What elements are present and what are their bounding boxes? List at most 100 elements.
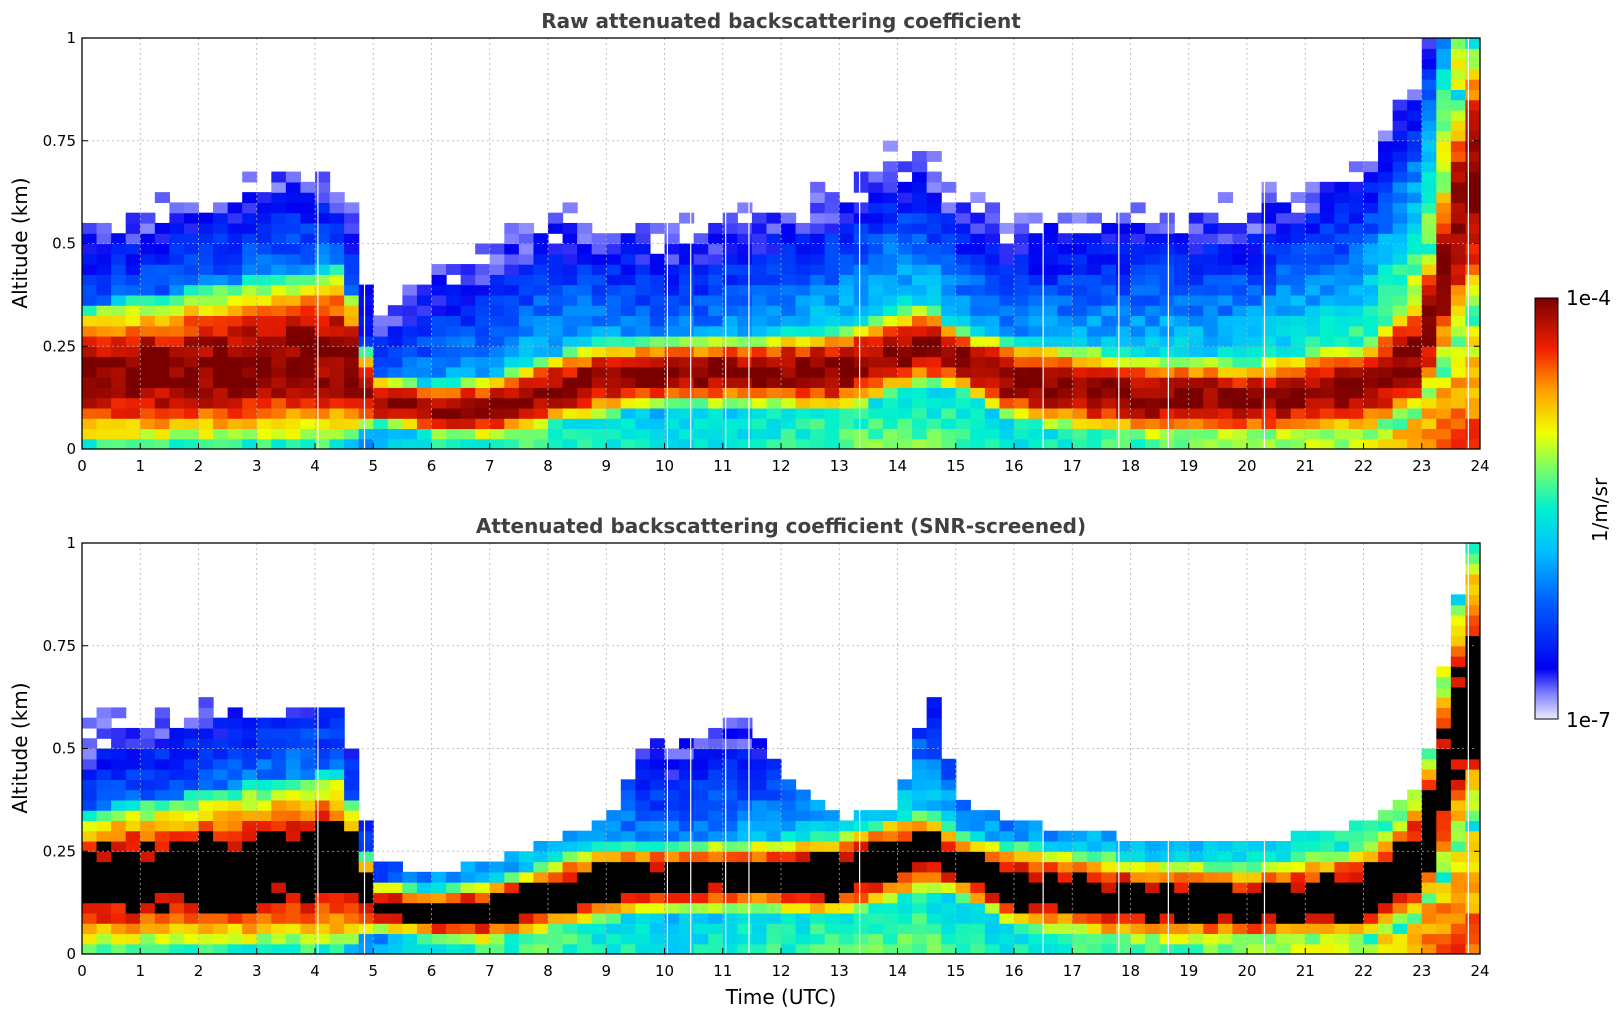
heatmap-cell <box>722 902 738 914</box>
heatmap-cell <box>111 305 127 317</box>
heatmap-cell <box>766 325 782 337</box>
heatmap-cell <box>183 428 200 440</box>
heatmap-cell <box>1101 851 1117 863</box>
heatmap-cell <box>227 253 243 265</box>
heatmap-cell <box>664 902 680 914</box>
heatmap-cell <box>82 779 98 791</box>
heatmap-cell <box>242 789 258 801</box>
heatmap-cell <box>693 943 709 954</box>
heatmap-cell <box>125 325 141 337</box>
heatmap-cell <box>795 346 811 358</box>
heatmap-cell <box>766 779 782 791</box>
heatmap-cell <box>271 810 287 822</box>
heatmap-cell <box>970 264 986 275</box>
heatmap-cell <box>693 418 709 430</box>
heatmap-cell <box>1392 830 1408 842</box>
heatmap-cell <box>1247 387 1263 399</box>
heatmap-cell <box>737 727 753 739</box>
heatmap-cell <box>693 294 709 306</box>
heatmap-cell <box>737 840 753 852</box>
heatmap-cell <box>1436 387 1452 399</box>
heatmap-cell <box>970 933 986 945</box>
heatmap-cell <box>1421 58 1437 70</box>
heatmap-cell <box>329 346 345 358</box>
heatmap-cell <box>781 366 797 378</box>
heatmap-cell <box>591 335 607 347</box>
heatmap-cell <box>1363 851 1379 863</box>
heatmap-cell <box>446 315 462 327</box>
heatmap-cell <box>358 892 374 904</box>
heatmap-cell <box>722 274 738 286</box>
heatmap-cell <box>416 397 433 409</box>
heatmap-cell <box>766 407 782 419</box>
heatmap-cell <box>766 397 782 409</box>
heatmap-cell <box>1290 366 1306 378</box>
heatmap-cell <box>111 274 127 286</box>
heatmap-cell <box>1319 233 1335 245</box>
heatmap-cell <box>693 438 709 449</box>
heatmap-cell <box>300 871 316 883</box>
heatmap-cell <box>941 902 957 914</box>
heatmap-cell <box>562 305 578 317</box>
heatmap-cell <box>1305 366 1321 378</box>
heatmap-cell <box>970 325 986 337</box>
heatmap-cell <box>183 294 200 306</box>
heatmap-cell <box>460 871 476 883</box>
heatmap-cell <box>635 923 651 935</box>
heatmap-cell <box>781 438 797 449</box>
heatmap-cell <box>1450 315 1467 327</box>
heatmap-cell <box>606 892 622 904</box>
heatmap-cell <box>154 707 170 719</box>
heatmap-cell <box>125 748 141 760</box>
heatmap-cell <box>1378 407 1394 419</box>
heatmap-cell <box>591 438 607 449</box>
heatmap-cell <box>999 407 1015 419</box>
heatmap-cell <box>824 294 840 306</box>
heatmap-cell <box>781 799 797 811</box>
heatmap-cell <box>839 335 855 347</box>
heatmap-cell <box>795 294 811 306</box>
heatmap-cell <box>1174 346 1190 358</box>
x-tick-label: 11 <box>713 457 732 475</box>
heatmap-cell <box>606 335 622 347</box>
heatmap-cell <box>446 346 462 358</box>
heatmap-cell <box>1203 902 1219 914</box>
heatmap-cell <box>548 861 564 873</box>
heatmap-cell <box>1407 253 1423 265</box>
heatmap-cell <box>1465 738 1480 750</box>
heatmap-cell <box>810 346 826 358</box>
heatmap-cell <box>649 428 666 440</box>
heatmap-cell <box>1334 274 1350 286</box>
heatmap-cell <box>1436 120 1452 132</box>
heatmap-cell <box>213 233 229 245</box>
heatmap-cell <box>766 366 782 378</box>
heatmap-cell <box>548 335 564 347</box>
heatmap-cell <box>1363 212 1379 224</box>
heatmap-cell <box>1261 356 1277 368</box>
heatmap-cell <box>285 335 302 347</box>
heatmap-cell <box>1159 356 1175 368</box>
heatmap-cell <box>1028 284 1044 296</box>
heatmap-cell <box>1363 181 1379 193</box>
heatmap-cell <box>984 335 1001 347</box>
heatmap-cell <box>1465 820 1480 832</box>
heatmap-cell <box>635 274 651 286</box>
heatmap-cell <box>722 387 738 399</box>
heatmap-cell <box>198 871 214 883</box>
heatmap-cell <box>970 820 986 832</box>
heatmap-cell <box>111 346 127 358</box>
heatmap-cell <box>1436 902 1452 914</box>
heatmap-cell <box>475 377 491 388</box>
heatmap-cell <box>1072 233 1088 245</box>
heatmap-cell <box>1188 233 1204 245</box>
heatmap-cell <box>722 810 738 822</box>
heatmap-cell <box>300 769 316 780</box>
heatmap-cell <box>1130 335 1146 347</box>
heatmap-cell <box>1407 222 1423 234</box>
y-tick-label: 1 <box>66 29 76 47</box>
heatmap-cell <box>679 912 695 924</box>
heatmap-cell <box>489 294 505 306</box>
heatmap-cell <box>912 387 928 399</box>
heatmap-cell <box>169 799 185 811</box>
heatmap-cell <box>606 912 622 924</box>
